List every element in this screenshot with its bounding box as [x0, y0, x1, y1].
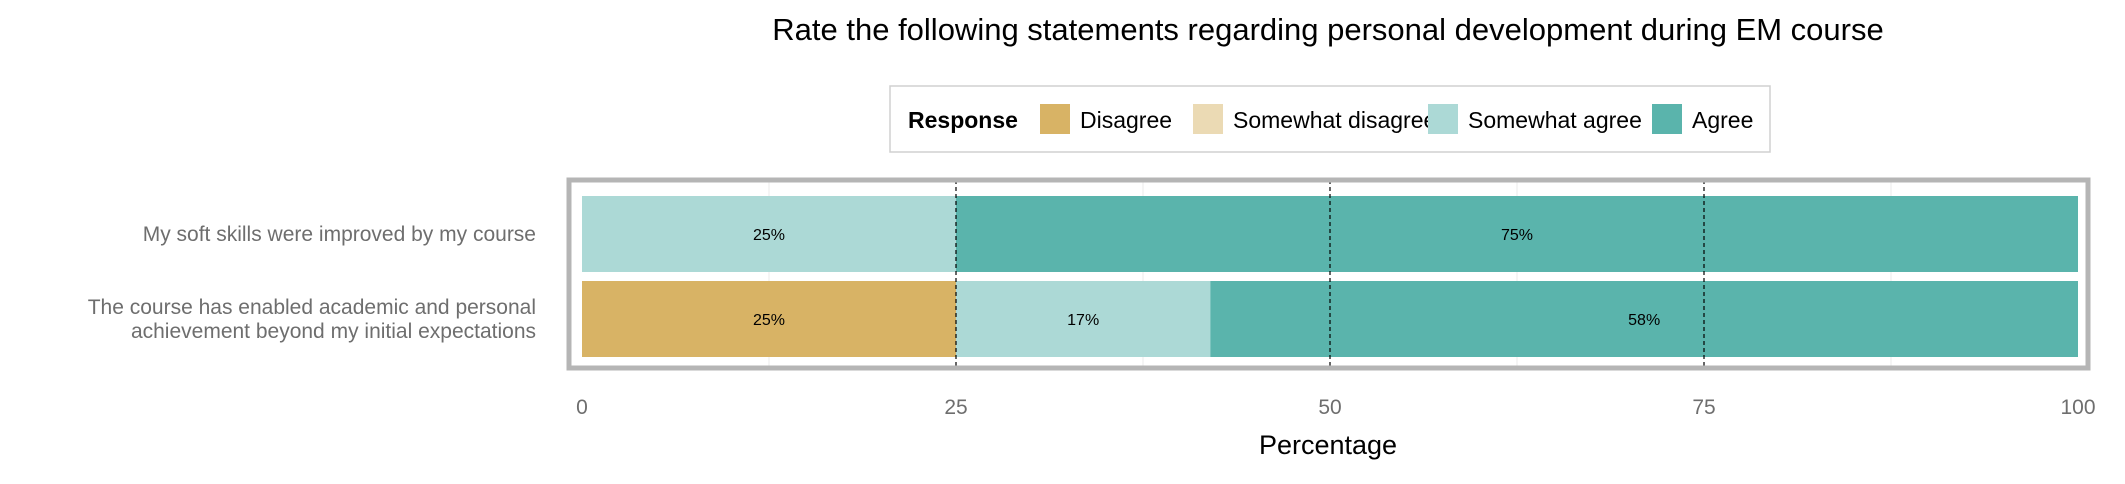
- legend-swatch: [1040, 104, 1070, 134]
- legend: Response Disagree Somewhat disagree Somewh…: [889, 85, 1771, 153]
- x-axis-ticks: 0 25 50 75 100: [576, 396, 2095, 419]
- bar-value-label: 75%: [1501, 227, 1533, 244]
- legend-title: Response: [908, 107, 1018, 133]
- category-label-line: The course has enabled academic and pers…: [88, 296, 536, 319]
- category-label-line: achievement beyond my initial expectatio…: [131, 320, 536, 343]
- legend-box: [889, 85, 1771, 153]
- bar-row-2: [582, 281, 2078, 357]
- x-tick-label: 100: [2060, 396, 2095, 419]
- legend-swatch: [1193, 104, 1223, 134]
- panel-border: [566, 177, 2091, 371]
- bars: [582, 196, 2078, 357]
- bar-segment-disagree: [582, 281, 956, 357]
- legend-label: Somewhat disagree: [1233, 107, 1436, 133]
- bar-value-label: 25%: [753, 312, 785, 329]
- category-label-1: My soft skills were improved by my cours…: [143, 223, 536, 246]
- legend-item-disagree: Disagree: [1040, 104, 1172, 134]
- category-label-2: The course has enabled academic and pers…: [88, 296, 536, 343]
- chart-title: Rate the following statements regarding …: [772, 12, 1883, 47]
- x-axis-title: Percentage: [1259, 430, 1397, 460]
- bar-value-label: 58%: [1628, 312, 1660, 329]
- bar-row-1: [582, 196, 2078, 272]
- legend-item-agree: Agree: [1652, 104, 1753, 134]
- x-tick-label: 0: [576, 396, 588, 419]
- legend-label: Somewhat agree: [1468, 107, 1642, 133]
- legend-label: Agree: [1692, 107, 1753, 133]
- bar-labels: 25% 75% 25% 17% 58%: [753, 227, 1660, 329]
- bar-value-label: 17%: [1067, 312, 1099, 329]
- bar-segment-agree: [1210, 281, 2078, 357]
- legend-item-somewhat-disagree: Somewhat disagree: [1193, 104, 1436, 134]
- reference-lines: [955, 180, 1705, 368]
- legend-label: Disagree: [1080, 107, 1172, 133]
- x-tick-label: 75: [1692, 396, 1715, 419]
- category-labels: My soft skills were improved by my cours…: [88, 223, 536, 343]
- legend-entries: Disagree Somewhat disagree Somewhat agree A…: [1040, 104, 1753, 134]
- legend-item-somewhat-agree: Somewhat agree: [1428, 104, 1642, 134]
- bar-value-label: 25%: [753, 227, 785, 244]
- category-label-line: My soft skills were improved by my cours…: [143, 223, 536, 246]
- x-tick-label: 25: [944, 396, 967, 419]
- bar-segment-somewhat-agree: [956, 281, 1211, 357]
- plot-area: 25% 75% 25% 17% 58%: [566, 177, 2091, 371]
- bar-segment-somewhat-agree: [582, 196, 956, 272]
- legend-swatch: [1428, 104, 1458, 134]
- legend-swatch: [1652, 104, 1682, 134]
- bar-segment-agree: [956, 196, 2078, 272]
- x-tick-label: 50: [1318, 396, 1341, 419]
